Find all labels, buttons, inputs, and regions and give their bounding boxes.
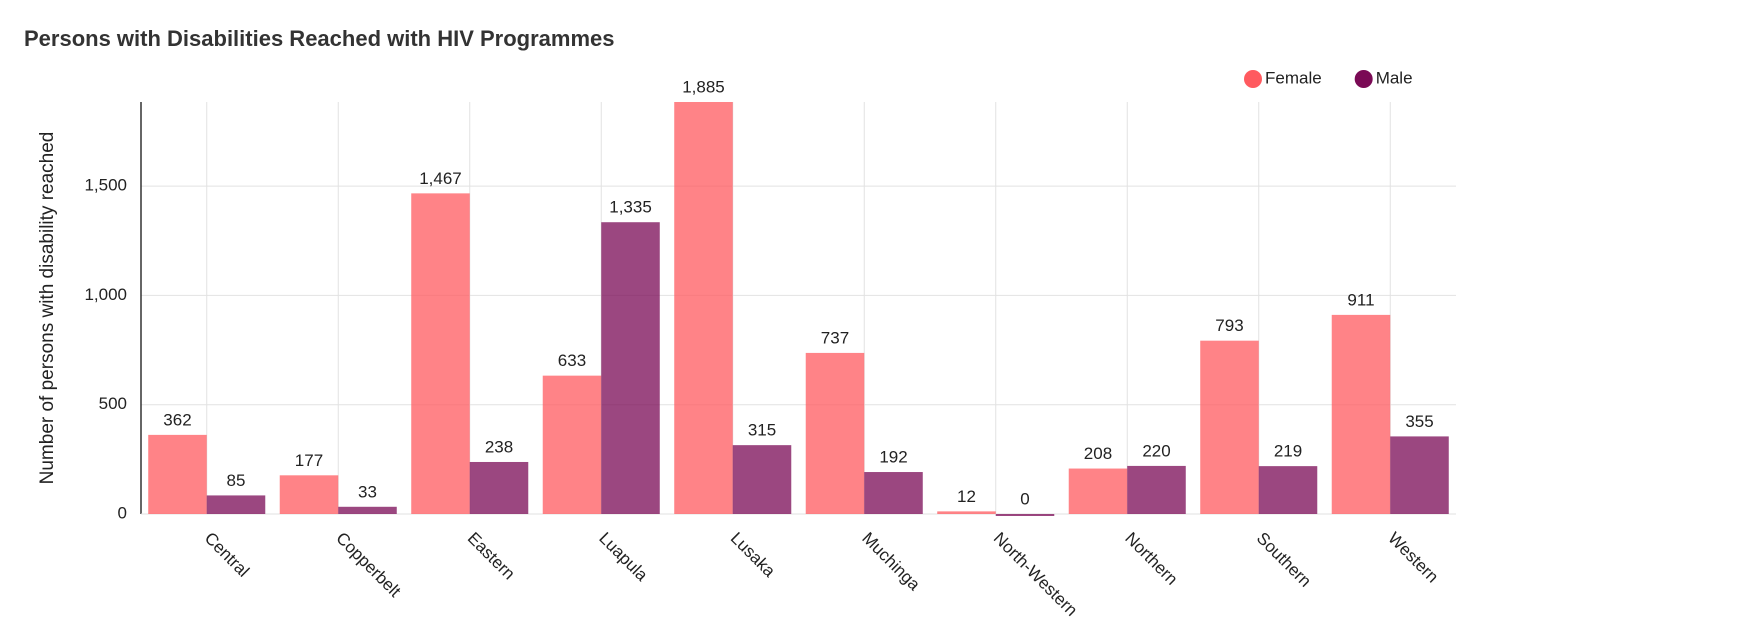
bar: [338, 506, 397, 514]
value-label: 208: [1084, 444, 1112, 463]
y-tick-label: 1,500: [84, 176, 127, 195]
bar: [674, 102, 733, 514]
bar: [937, 511, 996, 514]
bar: [1258, 466, 1318, 514]
bar: [995, 514, 1055, 516]
value-label: 0: [1020, 489, 1029, 508]
bar: [411, 193, 470, 514]
x-tick-label: Luapula: [595, 529, 652, 586]
bar: [805, 352, 865, 514]
value-label: 362: [163, 410, 191, 429]
legend-label: Female: [1265, 68, 1322, 87]
value-label: 12: [957, 487, 976, 506]
value-label: 1,885: [682, 77, 725, 96]
legend-marker: [1354, 70, 1373, 88]
value-label: 1,335: [609, 198, 652, 217]
value-label: 1,467: [419, 169, 462, 188]
value-label: 85: [227, 471, 246, 490]
x-tick-label: North-Western: [990, 529, 1081, 620]
value-label: 192: [879, 448, 907, 467]
x-tick-label: Central: [201, 529, 253, 581]
value-label: 911: [1347, 290, 1374, 309]
bar: [732, 445, 792, 514]
x-tick-label: Lusaka: [727, 529, 780, 582]
bar: [864, 472, 923, 514]
x-tick-label: Southern: [1253, 529, 1315, 591]
x-tick-label: Eastern: [464, 529, 519, 584]
value-label: 177: [295, 451, 323, 470]
legend-marker: [1244, 70, 1262, 88]
value-label: 355: [1405, 412, 1433, 431]
x-tick-label: Copperbelt: [332, 529, 404, 601]
legend-label: Male: [1376, 68, 1413, 87]
value-label: 737: [821, 328, 849, 347]
value-label: 219: [1274, 442, 1302, 461]
bar: [1200, 340, 1259, 514]
bar: [1068, 468, 1128, 514]
value-label: 33: [358, 482, 377, 501]
y-tick-label: 0: [118, 503, 127, 522]
bar: [279, 475, 339, 514]
bar: [1390, 436, 1449, 514]
bar: [542, 375, 602, 514]
value-label: 315: [748, 421, 776, 440]
y-axis-title: Number of persons with disability reache…: [37, 132, 58, 485]
value-label: 238: [485, 437, 513, 456]
x-tick-label: Northern: [1121, 529, 1181, 589]
bar: [148, 434, 207, 514]
y-tick-label: 500: [99, 394, 127, 413]
y-tick-label: 1,000: [84, 285, 127, 304]
x-tick-label: Western: [1384, 529, 1442, 587]
bar: [469, 461, 529, 514]
bar: [601, 222, 660, 514]
value-label: 793: [1215, 316, 1243, 335]
value-label: 633: [558, 351, 586, 370]
chart-title: Persons with Disabilities Reached with H…: [24, 26, 615, 51]
bar: [206, 495, 266, 514]
bar: [1127, 465, 1186, 514]
value-label: 220: [1142, 441, 1170, 460]
bar: [1331, 314, 1391, 514]
x-tick-label: Muchinga: [858, 529, 924, 595]
